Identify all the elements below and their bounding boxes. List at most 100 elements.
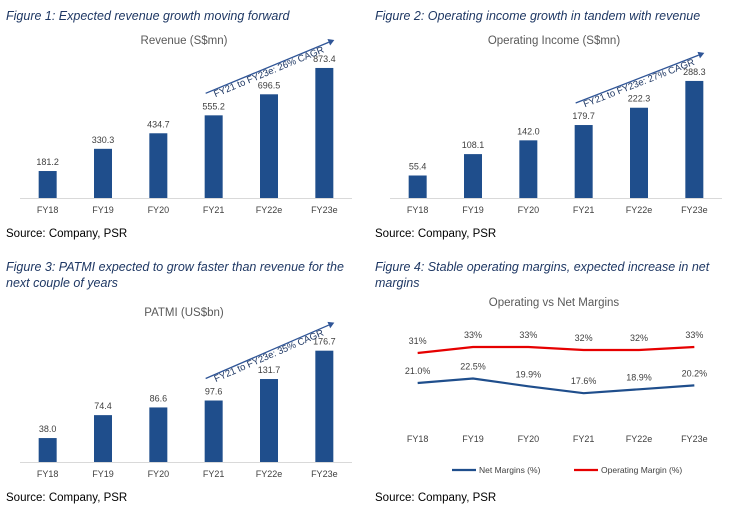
x-tick-label: FY20 xyxy=(148,469,170,479)
data-label: 31% xyxy=(409,336,427,346)
x-tick-label: FY21 xyxy=(573,434,595,444)
data-label: 22.5% xyxy=(460,362,486,372)
x-tick-label: FY21 xyxy=(203,205,225,215)
x-tick-label: FY20 xyxy=(148,205,170,215)
data-label: 20.2% xyxy=(682,368,708,378)
figure-1-caption: Figure 1: Expected revenue growth moving… xyxy=(6,9,290,23)
bar-fy18 xyxy=(38,171,57,198)
cagr-arrow-line xyxy=(575,54,699,104)
data-label: 19.9% xyxy=(516,369,542,379)
data-label: 38.0 xyxy=(39,424,57,434)
cagr-arrow-line xyxy=(205,324,330,380)
legend-label: Net Margins (%) xyxy=(479,465,541,475)
bar-fy23e xyxy=(315,350,334,462)
bar-fy21 xyxy=(574,125,593,198)
data-label: 696.5 xyxy=(258,80,281,90)
data-label: 176.7 xyxy=(313,337,336,347)
bar-fy19 xyxy=(94,148,112,198)
data-label: 873.4 xyxy=(313,54,336,64)
data-label: 97.6 xyxy=(205,387,223,397)
cagr-arrow-line xyxy=(205,41,330,94)
x-tick-label: FY22e xyxy=(256,469,283,479)
data-label: 131.7 xyxy=(258,365,281,375)
x-tick-label: FY18 xyxy=(407,434,429,444)
bar-fy21 xyxy=(204,400,223,462)
data-label: 55.4 xyxy=(409,162,427,172)
x-tick-label: FY19 xyxy=(462,434,484,444)
chart-title: Operating vs Net Margins xyxy=(489,297,620,309)
data-label: 555.2 xyxy=(202,101,225,111)
bar-fy22e xyxy=(260,94,278,198)
data-label: 17.6% xyxy=(571,376,597,386)
x-tick-label: FY19 xyxy=(92,205,114,215)
data-label: 181.2 xyxy=(36,157,59,167)
bar-fy18 xyxy=(408,175,427,198)
bar-fy20 xyxy=(149,133,168,198)
data-label: 434.7 xyxy=(147,119,170,129)
data-label: 330.3 xyxy=(92,135,115,145)
x-tick-label: FY19 xyxy=(92,469,114,479)
x-tick-label: FY22e xyxy=(626,205,653,215)
cagr-arrow-head xyxy=(327,321,335,329)
bar-fy23e xyxy=(685,80,704,198)
bar-fy19 xyxy=(464,154,482,198)
data-label: 21.0% xyxy=(405,366,431,376)
chart-title: Revenue (S$mn) xyxy=(141,35,228,47)
data-label: 288.3 xyxy=(683,67,706,77)
figure-2-chart: Operating Income (S$mn) 55.4 FY18 108.1 FY19… xyxy=(390,35,722,215)
figure-4-chart: Operating vs Net Margins FY18 FY19 FY20 FY21… xyxy=(405,297,708,475)
data-label: 33% xyxy=(685,330,703,340)
cagr-annotation: FY21 to FY23e: 26% CAGR xyxy=(212,45,326,101)
data-label: 86.6 xyxy=(150,393,168,403)
x-tick-label: FY18 xyxy=(37,205,59,215)
bar-fy21 xyxy=(204,115,223,198)
data-label: 222.3 xyxy=(628,94,651,104)
chart-title: PATMI (US$bn) xyxy=(144,307,224,319)
x-tick-label: FY20 xyxy=(518,205,540,215)
x-tick-label: FY21 xyxy=(203,469,225,479)
figure-3-source: Source: Company, PSR xyxy=(6,492,128,504)
data-label: 32% xyxy=(575,333,593,343)
x-tick-label: FY21 xyxy=(573,205,595,215)
bar-fy19 xyxy=(94,415,112,462)
figure-2-source: Source: Company, PSR xyxy=(375,228,497,240)
x-tick-label: FY18 xyxy=(37,469,59,479)
data-label: 33% xyxy=(519,330,537,340)
data-label: 18.9% xyxy=(626,372,652,382)
x-tick-label: FY18 xyxy=(407,205,429,215)
series-line-net-margins xyxy=(417,377,695,395)
chart-title: Operating Income (S$mn) xyxy=(488,35,620,47)
figure-4-caption: Figure 4: Stable operating margins, expe… xyxy=(375,260,710,290)
figure-2-caption: Figure 2: Operating income growth in tan… xyxy=(375,9,701,23)
bar-fy20 xyxy=(149,407,168,462)
x-tick-label: FY22e xyxy=(256,205,283,215)
x-tick-label: FY23e xyxy=(681,205,708,215)
data-label: 32% xyxy=(630,333,648,343)
bar-fy23e xyxy=(315,67,334,198)
x-tick-label: FY23e xyxy=(311,205,338,215)
data-label: 142.0 xyxy=(517,126,540,136)
x-tick-label: FY20 xyxy=(518,434,540,444)
x-tick-label: FY23e xyxy=(311,469,338,479)
cagr-arrow-head xyxy=(697,51,705,59)
figure-1-source: Source: Company, PSR xyxy=(6,228,128,240)
x-tick-label: FY22e xyxy=(626,434,653,444)
data-label: 108.1 xyxy=(462,140,485,150)
figure-4-source: Source: Company, PSR xyxy=(375,492,497,504)
cagr-annotation: FY21 to FY23e: 35% CAGR xyxy=(213,328,326,385)
data-label: 33% xyxy=(464,330,482,340)
data-label: 74.4 xyxy=(94,401,112,411)
x-tick-label: FY23e xyxy=(681,434,708,444)
bar-fy20 xyxy=(519,140,538,198)
bar-fy22e xyxy=(260,379,278,462)
figure-3-chart: PATMI (US$bn) 38.0 FY18 74.4 FY19 86.6 FY20 97.… xyxy=(20,307,352,479)
bar-fy18 xyxy=(38,438,57,462)
series-line-operating-margin xyxy=(417,345,695,355)
data-label: 179.7 xyxy=(572,111,595,121)
legend-label: Operating Margin (%) xyxy=(601,465,682,475)
figure-3-caption: Figure 3: PATMI expected to grow faster … xyxy=(6,260,344,290)
figure-1-chart: Revenue (S$mn) 181.2 FY18 330.3 FY19 434.7 FY2… xyxy=(20,35,352,215)
x-tick-label: FY19 xyxy=(462,205,484,215)
bar-fy22e xyxy=(630,107,648,198)
cagr-arrow-head xyxy=(327,39,335,46)
